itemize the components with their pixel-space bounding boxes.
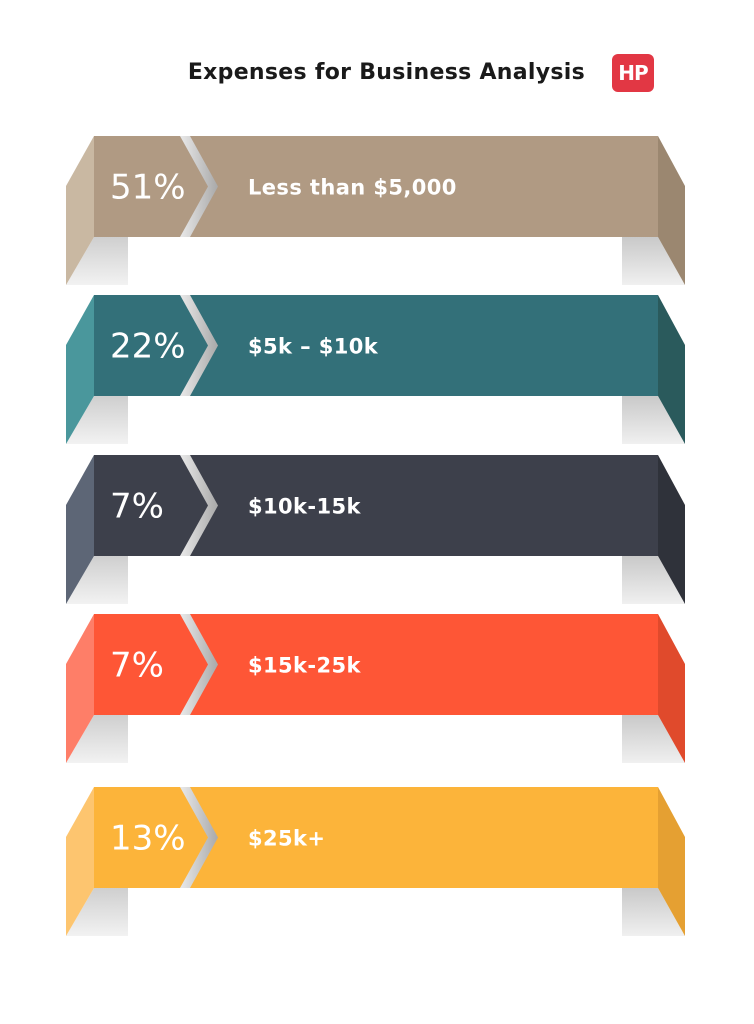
category-label: $5k – $10k bbox=[248, 335, 379, 359]
chart-title: Expenses for Business Analysis bbox=[187, 60, 585, 85]
header: Expenses for Business Analysis HP bbox=[0, 0, 754, 110]
value-label: 51% bbox=[110, 168, 186, 208]
value-label: 7% bbox=[110, 646, 164, 686]
ribbon-fold-left bbox=[66, 556, 128, 604]
ribbon-bar bbox=[94, 136, 658, 237]
ribbon-fold-right bbox=[622, 556, 685, 604]
chevron-divider bbox=[180, 455, 218, 556]
ribbon-side-left bbox=[66, 614, 94, 763]
value-label: 22% bbox=[110, 327, 186, 367]
ribbon-bar bbox=[94, 787, 658, 888]
category-label: $10k-15k bbox=[248, 495, 362, 519]
logo-text: HP bbox=[618, 61, 648, 85]
ribbon-side-left bbox=[66, 295, 94, 444]
category-label: $25k+ bbox=[248, 827, 325, 851]
chevron-divider bbox=[180, 787, 218, 888]
ribbon-side-left bbox=[66, 787, 94, 936]
category-label: Less than $5,000 bbox=[248, 176, 457, 200]
ribbon-fold-right bbox=[622, 715, 685, 763]
ribbon-fold-left bbox=[66, 888, 128, 936]
ribbon-side-right bbox=[658, 455, 685, 604]
ribbon-bar bbox=[94, 455, 658, 556]
ribbon-side-right bbox=[658, 614, 685, 763]
ribbon-bar bbox=[94, 295, 658, 396]
chevron-divider bbox=[180, 136, 218, 237]
ribbon-side-left bbox=[66, 455, 94, 604]
chevron-divider bbox=[180, 295, 218, 396]
ribbon-fold-left bbox=[66, 715, 128, 763]
ribbon-fold-right bbox=[622, 396, 685, 444]
ribbon-fold-left bbox=[66, 396, 128, 444]
category-label: $15k-25k bbox=[248, 654, 362, 678]
ribbon-fold-right bbox=[622, 888, 685, 936]
ribbon-fold-right bbox=[622, 237, 685, 285]
ribbon-side-right bbox=[658, 295, 685, 444]
ribbon-side-right bbox=[658, 787, 685, 936]
value-label: 13% bbox=[110, 819, 186, 859]
value-label: 7% bbox=[110, 487, 164, 527]
ribbon-side-right bbox=[658, 136, 685, 285]
logo-icon: HP bbox=[612, 54, 654, 92]
ribbon-bar bbox=[94, 614, 658, 715]
ribbon-fold-left bbox=[66, 237, 128, 285]
ribbon-side-left bbox=[66, 136, 94, 285]
chevron-divider bbox=[180, 614, 218, 715]
